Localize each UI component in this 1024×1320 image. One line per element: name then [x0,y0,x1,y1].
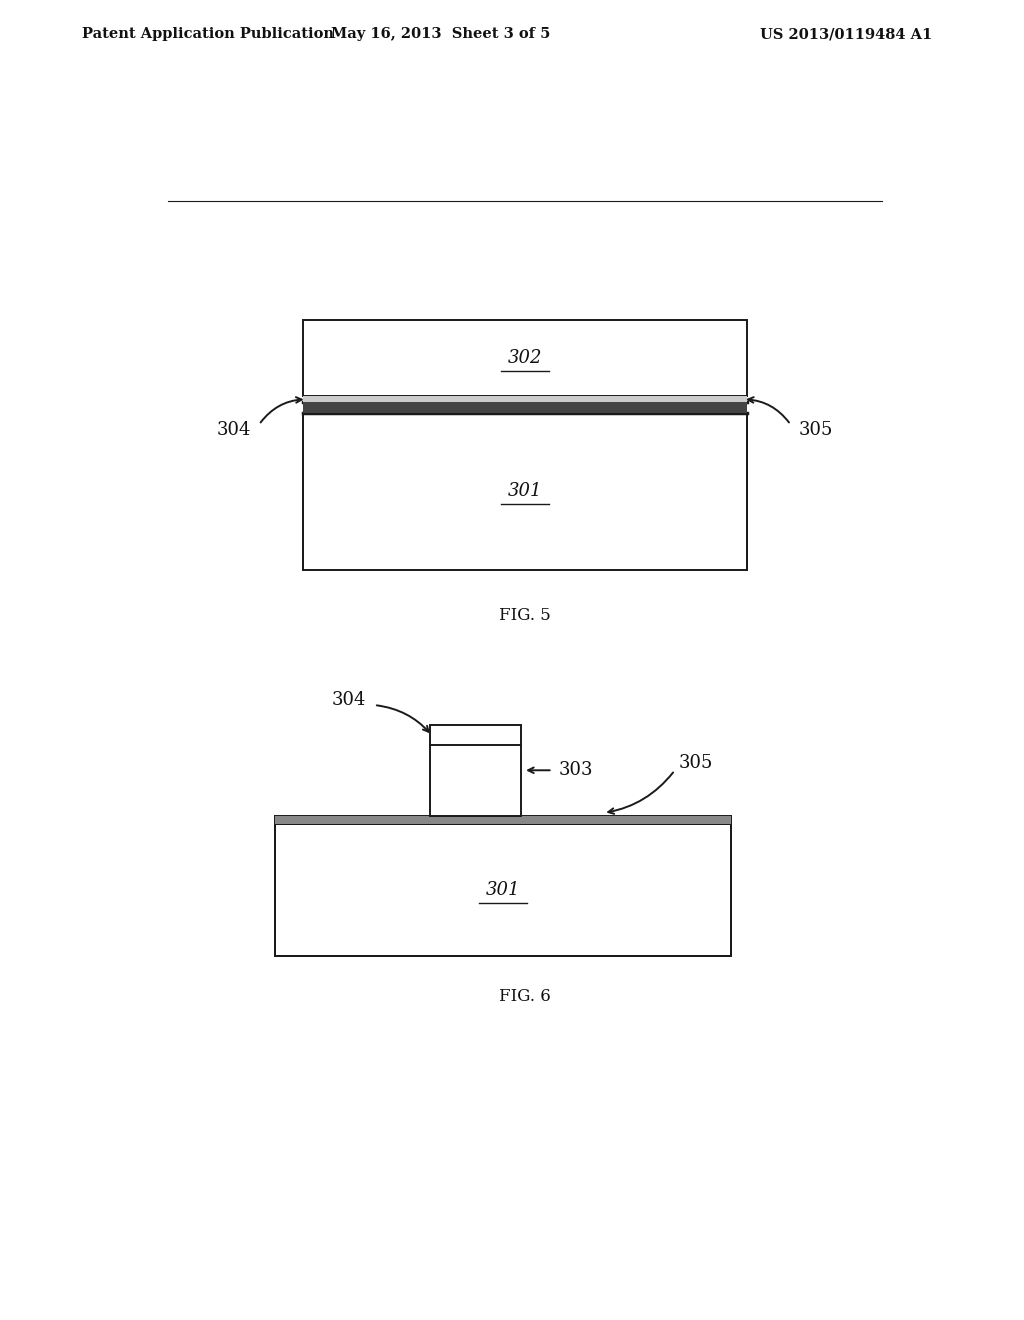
Bar [274,824,731,956]
Text: 305: 305 [679,754,713,772]
Bar [303,403,748,412]
Text: 301: 301 [508,482,542,500]
Text: 302: 302 [508,348,542,367]
Text: 305: 305 [799,421,833,438]
Text: 304: 304 [332,690,367,709]
Text: 303: 303 [558,762,593,779]
Bar [274,816,731,824]
Bar [303,396,748,403]
Bar [430,725,521,816]
Bar [303,319,748,396]
Text: May 16, 2013  Sheet 3 of 5: May 16, 2013 Sheet 3 of 5 [331,28,550,41]
Text: Patent Application Publication: Patent Application Publication [82,28,334,41]
Text: US 2013/0119484 A1: US 2013/0119484 A1 [760,28,932,41]
Text: FIG. 5: FIG. 5 [499,607,551,624]
Text: 301: 301 [485,882,520,899]
Bar [303,413,748,570]
Text: FIG. 6: FIG. 6 [499,989,551,1006]
Text: 304: 304 [217,421,251,438]
Text: 302: 302 [459,727,492,744]
